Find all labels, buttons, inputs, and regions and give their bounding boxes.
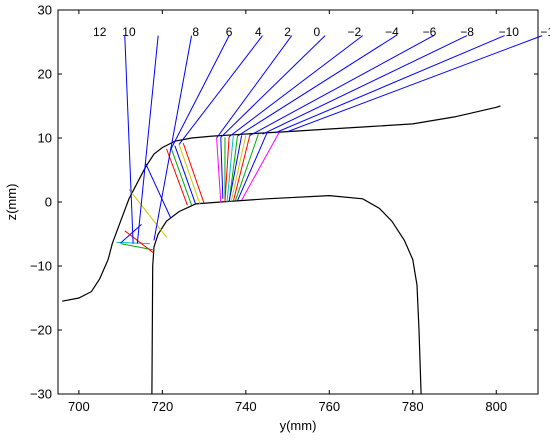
line-label-11: −10 (499, 25, 520, 39)
line-label-6: 0 (313, 25, 320, 39)
y-tick-label-3: 0 (45, 195, 52, 210)
x-tick-label-5: 800 (485, 399, 507, 414)
y-tick-label-1: −20 (30, 323, 52, 338)
x-tick-label-1: 720 (151, 399, 173, 414)
contact-segment-6 (166, 148, 188, 206)
x-tick-label-2: 740 (235, 399, 257, 414)
contact-segment-8 (174, 145, 197, 205)
contact-line-7 (228, 35, 363, 138)
y-tick-label-5: 20 (38, 67, 52, 82)
data-layer: 12 10 8 6 4 2 0 −2 −4 −6 −8 −10 −12 (62, 25, 550, 395)
contact-segment-17 (228, 135, 243, 202)
contact-segment-16 (228, 136, 238, 203)
y-tick-label-4: 10 (38, 131, 52, 146)
contact-line-4 (178, 35, 263, 145)
contact-segment-20 (234, 133, 259, 201)
contact-line-8 (237, 35, 397, 137)
line-label-12: −12 (540, 25, 550, 39)
contact-line-6 (220, 35, 326, 138)
contact-line-3 (170, 35, 230, 150)
y-tick-label-0: −30 (30, 387, 52, 402)
contact-segment-14 (224, 136, 230, 203)
contact-line-11 (274, 35, 505, 134)
line-label-9: −6 (423, 25, 437, 39)
line-label-4: 4 (255, 25, 262, 39)
contact-segment-4 (128, 188, 167, 238)
x-axis-label: y(mm) (280, 418, 317, 433)
contact-segment-5 (145, 163, 172, 219)
contact-segment-10 (182, 142, 205, 204)
contact-segment-22 (241, 131, 280, 201)
line-label-7: −2 (348, 25, 362, 39)
line-label-5: 2 (284, 25, 291, 39)
y-tick-label-6: 30 (38, 3, 52, 18)
rail-profile-line (151, 194, 422, 395)
line-label-3: 6 (226, 25, 233, 39)
contact-segment-7 (170, 146, 193, 206)
x-tick-label-0: 700 (68, 399, 90, 414)
x-tick-label-4: 780 (402, 399, 424, 414)
contact-segment-12 (220, 137, 224, 199)
wheel-profile-line (62, 105, 501, 302)
line-label-2: 8 (192, 25, 199, 39)
line-label-0: 12 (93, 25, 107, 39)
contact-segment-19 (232, 134, 251, 202)
line-label-8: −4 (385, 25, 399, 39)
contact-segment-15 (226, 136, 234, 203)
y-axis-label: z(mm) (4, 184, 19, 221)
contact-segment-3 (124, 230, 155, 254)
y-tick-label-2: −10 (30, 259, 52, 274)
contact-line-2 (153, 35, 193, 241)
contact-segment-21 (237, 133, 268, 201)
contact-line-9 (249, 35, 434, 136)
contact-line-1 (136, 35, 159, 244)
contact-segment-18 (230, 135, 247, 202)
contact-line-0 (124, 35, 134, 244)
plot-area (57, 9, 539, 395)
contact-segment-9 (178, 144, 201, 205)
x-tick-label-3: 760 (318, 399, 340, 414)
contact-segment-11 (216, 137, 222, 203)
contact-line-12 (287, 35, 543, 133)
contact-line-10 (262, 35, 468, 135)
contact-line-5 (216, 35, 293, 139)
line-label-10: −8 (460, 25, 474, 39)
contact-segment-1 (120, 224, 142, 244)
line-label-1: 10 (122, 25, 136, 39)
